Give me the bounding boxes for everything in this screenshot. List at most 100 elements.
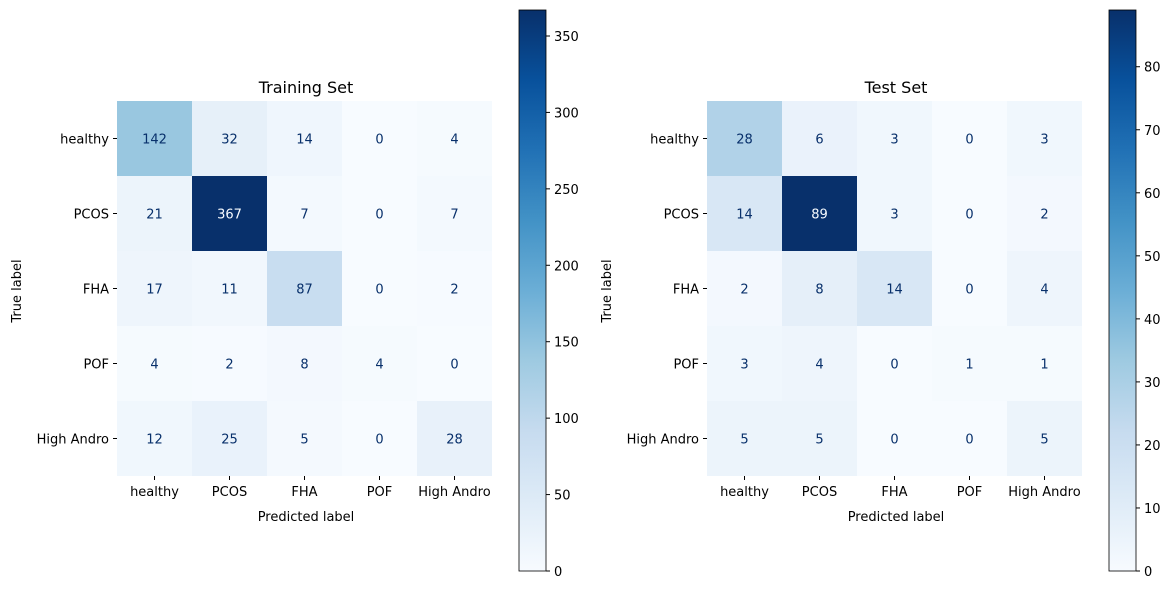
heatmap-cell bbox=[1007, 251, 1082, 326]
x-tick-label: POF bbox=[957, 485, 983, 500]
heatmap-cell bbox=[857, 176, 932, 251]
cell-value-label: 0 bbox=[450, 358, 458, 373]
cell-value-label: 4 bbox=[150, 358, 158, 373]
heatmap-cells: 142 32 14 0 421 367 7 0 717 11 87 0 24 2 8 4 012 25 5 0 28 bbox=[117, 101, 492, 476]
heatmap-cell bbox=[857, 251, 932, 326]
cell-value-label: 5 bbox=[740, 433, 748, 448]
heatmap-cell bbox=[342, 401, 417, 476]
cell-value-label: 4 bbox=[375, 358, 383, 373]
heatmap-cell bbox=[342, 176, 417, 251]
colorbar-tick-label: 50 bbox=[554, 489, 571, 504]
cell-value-label: 3 bbox=[1040, 133, 1048, 148]
colorbar-tick-label: 70 bbox=[1144, 124, 1161, 139]
colorbar-tick-label: 30 bbox=[1144, 376, 1161, 391]
colorbar-tick-label: 0 bbox=[554, 565, 562, 580]
cell-value-label: 0 bbox=[965, 208, 973, 223]
heatmap-cell bbox=[192, 176, 267, 251]
y-tick-label: PCOS bbox=[664, 208, 699, 223]
cell-value-label: 89 bbox=[811, 208, 828, 223]
heatmap-cell bbox=[117, 251, 192, 326]
heatmap-cell bbox=[267, 176, 342, 251]
cell-value-label: 11 bbox=[221, 283, 238, 298]
y-axis-label: True label bbox=[10, 259, 25, 323]
heatmap-cell bbox=[342, 101, 417, 176]
heatmap-cell bbox=[417, 251, 492, 326]
x-tick-label: FHA bbox=[291, 485, 317, 500]
cell-value-label: 4 bbox=[815, 358, 823, 373]
heatmap-cell bbox=[782, 101, 857, 176]
chart-title: Training Set bbox=[258, 78, 354, 97]
colorbar-tick-label: 60 bbox=[1144, 187, 1161, 202]
heatmap-cell bbox=[417, 401, 492, 476]
x-tick-label: POF bbox=[367, 485, 393, 500]
x-axis-label: Predicted label bbox=[848, 510, 945, 525]
colorbar-tick-label: 0 bbox=[1144, 565, 1152, 580]
heatmap-cell bbox=[192, 101, 267, 176]
heatmap-cell bbox=[932, 401, 1007, 476]
x-axis-ticks: healthy PCOS FHA POF High Andro bbox=[720, 476, 1081, 500]
cell-value-label: 7 bbox=[450, 208, 458, 223]
cell-value-label: 1 bbox=[965, 358, 973, 373]
cell-value-label: 3 bbox=[740, 358, 748, 373]
x-tick-label: healthy bbox=[720, 485, 769, 500]
cell-value-label: 87 bbox=[296, 283, 313, 298]
colorbar-tick-label: 350 bbox=[554, 30, 579, 45]
cell-value-label: 17 bbox=[146, 283, 163, 298]
cell-value-label: 14 bbox=[886, 283, 903, 298]
cell-value-label: 28 bbox=[446, 433, 463, 448]
colorbar-tick-label: 100 bbox=[554, 412, 579, 427]
heatmap-cell bbox=[117, 401, 192, 476]
cell-value-label: 25 bbox=[221, 433, 238, 448]
heatmap-cell bbox=[267, 326, 342, 401]
cell-value-label: 2 bbox=[450, 283, 458, 298]
colorbar-tick-label: 80 bbox=[1144, 61, 1161, 76]
cell-value-label: 2 bbox=[740, 283, 748, 298]
cell-value-label: 5 bbox=[300, 433, 308, 448]
colorbar-tick-label: 50 bbox=[1144, 250, 1161, 265]
heatmap-cell bbox=[932, 326, 1007, 401]
cell-value-label: 3 bbox=[890, 133, 898, 148]
cell-value-label: 1 bbox=[1040, 358, 1048, 373]
heatmap-cell bbox=[417, 101, 492, 176]
colorbar-tick-label: 300 bbox=[554, 106, 579, 121]
heatmap-cell bbox=[1007, 401, 1082, 476]
y-axis-ticks: healthy PCOS FHA POF High Andro bbox=[627, 133, 707, 448]
y-tick-label: High Andro bbox=[627, 433, 699, 448]
y-tick-label: healthy bbox=[650, 133, 699, 148]
cell-value-label: 32 bbox=[221, 133, 238, 148]
panel-test-set: Test Set 28 6 3 0 314 89 3 0 22 8 14 0 43 4 0 1 15 5 0 0 5 h… bbox=[600, 9, 1161, 580]
x-tick-label: FHA bbox=[881, 485, 907, 500]
heatmap-cell bbox=[192, 401, 267, 476]
heatmap-cell bbox=[782, 401, 857, 476]
y-tick-label: healthy bbox=[60, 133, 109, 148]
heatmap-cell bbox=[932, 176, 1007, 251]
cell-value-label: 14 bbox=[296, 133, 313, 148]
heatmap-cell bbox=[267, 401, 342, 476]
x-axis-label: Predicted label bbox=[258, 510, 355, 525]
colorbar-tick-label: 40 bbox=[1144, 313, 1161, 328]
colorbar: 0 50 100 150 200 250 300 350 bbox=[518, 9, 579, 580]
heatmap-cells: 28 6 3 0 314 89 3 0 22 8 14 0 43 4 0 1 15 5 0 0 5 bbox=[707, 101, 1082, 476]
cell-value-label: 8 bbox=[815, 283, 823, 298]
colorbar-gradient bbox=[518, 9, 547, 572]
heatmap-cell bbox=[707, 101, 782, 176]
cell-value-label: 0 bbox=[375, 283, 383, 298]
heatmap-cell bbox=[1007, 101, 1082, 176]
y-tick-label: PCOS bbox=[74, 208, 109, 223]
colorbar: 0 10 20 30 40 50 60 70 80 bbox=[1108, 9, 1161, 580]
cell-value-label: 28 bbox=[736, 133, 753, 148]
cell-value-label: 2 bbox=[225, 358, 233, 373]
cell-value-label: 14 bbox=[736, 208, 753, 223]
x-tick-label: PCOS bbox=[212, 485, 247, 500]
heatmap-cell bbox=[857, 101, 932, 176]
heatmap-cell bbox=[192, 326, 267, 401]
x-axis-ticks: healthy PCOS FHA POF High Andro bbox=[130, 476, 491, 500]
cell-value-label: 0 bbox=[965, 433, 973, 448]
y-axis-label: True label bbox=[600, 259, 615, 323]
colorbar-tick-label: 20 bbox=[1144, 439, 1161, 454]
cell-value-label: 367 bbox=[217, 208, 242, 223]
colorbar-tick-label: 200 bbox=[554, 259, 579, 274]
heatmap-cell bbox=[1007, 326, 1082, 401]
cell-value-label: 0 bbox=[375, 208, 383, 223]
